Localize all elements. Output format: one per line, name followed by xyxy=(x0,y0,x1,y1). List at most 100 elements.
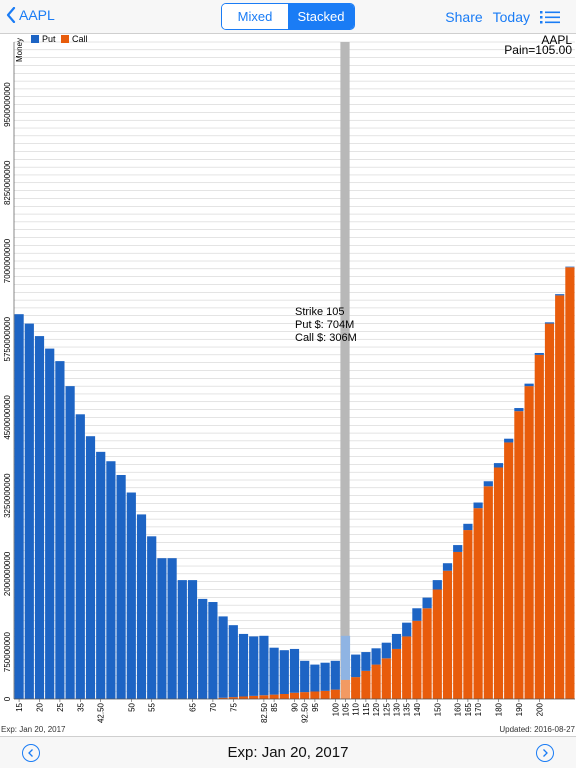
put-bar[interactable] xyxy=(555,294,565,296)
put-bar[interactable] xyxy=(289,648,300,693)
call-bar[interactable] xyxy=(473,508,483,699)
put-bar[interactable] xyxy=(402,622,412,637)
call-bar[interactable] xyxy=(422,608,432,699)
put-bar[interactable] xyxy=(96,451,106,699)
put-bar[interactable] xyxy=(422,597,432,609)
call-bar[interactable] xyxy=(514,411,524,699)
call-bar[interactable] xyxy=(544,323,555,699)
call-bar[interactable] xyxy=(534,354,544,699)
put-bar[interactable] xyxy=(177,580,187,699)
view-mode-segmented-control[interactable]: Mixed Stacked xyxy=(221,3,355,30)
put-bar[interactable] xyxy=(565,266,575,268)
call-bar[interactable] xyxy=(279,693,289,699)
call-bar[interactable] xyxy=(391,648,402,699)
previous-expiration-button[interactable] xyxy=(22,744,40,762)
put-bar[interactable] xyxy=(238,633,249,697)
share-button[interactable]: Share xyxy=(445,9,483,25)
put-bar[interactable] xyxy=(330,660,340,690)
put-bar[interactable] xyxy=(14,314,24,699)
put-bar[interactable] xyxy=(320,662,330,691)
put-bar[interactable] xyxy=(126,492,136,699)
put-bar[interactable] xyxy=(259,635,269,696)
put-bar[interactable] xyxy=(361,652,371,671)
call-bar[interactable] xyxy=(453,551,463,699)
call-bar[interactable] xyxy=(289,692,300,699)
put-bar[interactable] xyxy=(75,414,85,699)
call-bar[interactable] xyxy=(432,589,442,700)
call-bar[interactable] xyxy=(555,295,565,699)
put-bar[interactable] xyxy=(106,461,116,699)
call-bar[interactable] xyxy=(483,486,493,699)
put-bar[interactable] xyxy=(453,545,463,552)
call-bar[interactable] xyxy=(565,267,575,699)
put-bar[interactable] xyxy=(351,654,361,678)
put-bar[interactable] xyxy=(228,625,238,698)
put-bar[interactable] xyxy=(187,580,198,699)
put-bar[interactable] xyxy=(249,636,259,696)
call-bar[interactable] xyxy=(463,530,473,699)
call-bar[interactable] xyxy=(371,664,381,699)
put-bar[interactable] xyxy=(208,602,218,699)
put-bar[interactable] xyxy=(442,563,453,571)
put-bar[interactable] xyxy=(218,616,228,698)
call-bar[interactable] xyxy=(320,690,330,699)
call-bar[interactable] xyxy=(330,689,340,699)
put-bar[interactable] xyxy=(381,642,391,659)
call-bar[interactable] xyxy=(249,695,259,699)
put-bar[interactable] xyxy=(147,536,157,699)
today-button[interactable]: Today xyxy=(492,9,530,25)
call-bar[interactable] xyxy=(269,694,279,699)
put-bar[interactable] xyxy=(544,322,555,324)
call-bar[interactable] xyxy=(228,697,238,699)
call-bar[interactable] xyxy=(218,697,228,699)
put-bar[interactable] xyxy=(514,408,524,412)
segment-mixed[interactable]: Mixed xyxy=(222,4,288,29)
call-bar[interactable] xyxy=(524,386,534,699)
put-bar[interactable] xyxy=(300,660,310,693)
put-bar[interactable] xyxy=(116,474,126,699)
call-bar[interactable] xyxy=(259,695,269,699)
call-bar[interactable] xyxy=(412,620,422,699)
segment-stacked[interactable]: Stacked xyxy=(288,4,354,29)
put-bar[interactable] xyxy=(504,438,514,443)
call-bar[interactable] xyxy=(493,467,504,699)
next-expiration-button[interactable] xyxy=(536,744,554,762)
put-bar[interactable] xyxy=(463,523,473,531)
put-bar[interactable] xyxy=(473,502,483,509)
put-bar[interactable] xyxy=(85,436,96,699)
highlight-strike-band[interactable] xyxy=(340,42,350,699)
back-button[interactable]: AAPL xyxy=(6,7,55,23)
put-bar[interactable] xyxy=(412,608,422,621)
call-bar[interactable] xyxy=(442,570,453,699)
put-bar[interactable] xyxy=(493,463,504,468)
call-bar[interactable] xyxy=(238,696,249,699)
list-menu-icon[interactable] xyxy=(540,9,560,25)
put-bar[interactable] xyxy=(524,383,534,387)
put-bar[interactable] xyxy=(483,481,493,487)
put-bar[interactable] xyxy=(55,361,65,699)
put-bar[interactable] xyxy=(45,348,55,699)
put-bar[interactable] xyxy=(371,648,381,665)
put-bar[interactable] xyxy=(269,647,279,695)
put-bar[interactable] xyxy=(310,664,320,692)
call-bar[interactable] xyxy=(351,677,361,699)
call-bar[interactable] xyxy=(300,692,310,699)
put-bar[interactable] xyxy=(279,650,289,694)
put-bar[interactable] xyxy=(65,386,75,699)
put-bar[interactable] xyxy=(534,352,544,355)
put-bar[interactable] xyxy=(157,558,167,699)
call-bar[interactable] xyxy=(504,442,514,699)
call-bar[interactable] xyxy=(310,691,320,699)
put-bar[interactable] xyxy=(432,580,442,590)
put-bar[interactable] xyxy=(136,514,147,699)
put-bar[interactable] xyxy=(391,633,402,649)
call-bar[interactable] xyxy=(402,636,412,699)
call-bar[interactable] xyxy=(381,658,391,699)
put-bar[interactable] xyxy=(34,336,45,699)
call-bar[interactable] xyxy=(340,679,351,699)
put-bar[interactable] xyxy=(198,598,208,699)
call-bar[interactable] xyxy=(361,670,371,699)
put-bar[interactable] xyxy=(167,558,177,699)
put-bar[interactable] xyxy=(340,635,351,680)
put-bar[interactable] xyxy=(24,323,34,699)
